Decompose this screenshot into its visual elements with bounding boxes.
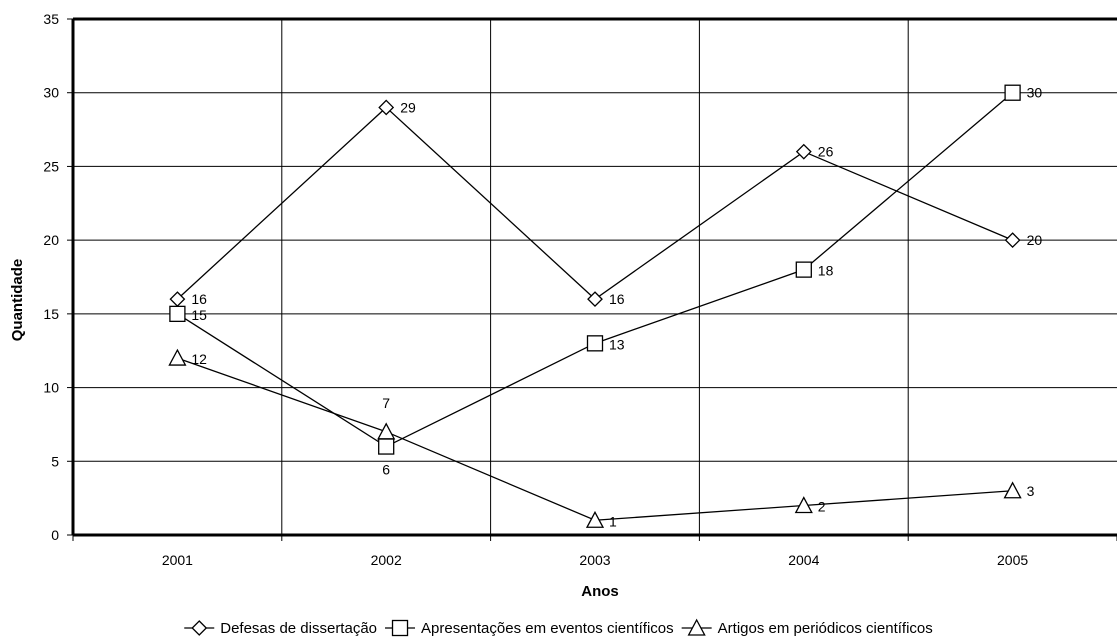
legend-label: Defesas de dissertação — [220, 620, 377, 637]
data-label: 16 — [609, 291, 625, 307]
data-point-s3 — [1003, 481, 1022, 499]
y-tick-label: 5 — [51, 453, 59, 469]
data-label: 15 — [191, 307, 207, 323]
legend-label: Artigos em periódicos científicos — [718, 620, 933, 637]
data-point-s3 — [794, 496, 813, 514]
data-label: 3 — [1027, 483, 1035, 499]
x-axis-title: Anos — [581, 583, 619, 600]
y-tick-label: 15 — [43, 306, 59, 322]
legend-marker-3 — [687, 618, 706, 636]
y-tick-label: 35 — [43, 11, 59, 27]
data-point-s3 — [168, 348, 187, 366]
x-tick-label: 2003 — [579, 552, 610, 568]
x-tick-label: 2004 — [788, 552, 819, 568]
legend-marker-1 — [191, 620, 208, 636]
data-point-s1 — [795, 143, 812, 160]
data-point-s1 — [1004, 232, 1021, 249]
x-tick-label: 2001 — [162, 552, 193, 568]
data-point-s2 — [795, 261, 812, 278]
y-tick-label: 30 — [43, 85, 59, 101]
data-label: 13 — [609, 336, 625, 352]
y-tick-label: 0 — [51, 527, 59, 543]
series-line-3 — [177, 357, 1013, 521]
y-tick-label: 10 — [43, 380, 59, 396]
series-lines — [168, 84, 1022, 528]
data-label: 12 — [191, 351, 207, 367]
x-tick-label: 2002 — [371, 552, 402, 568]
series-line-1 — [176, 106, 1013, 300]
data-label: 30 — [1027, 85, 1043, 101]
series-line-2 — [177, 92, 1014, 448]
axes — [67, 17, 1117, 541]
y-tick-labels: 0 5 10 15 20 25 30 35 — [43, 11, 59, 543]
data-label: 7 — [382, 395, 390, 411]
data-label: 2 — [818, 499, 826, 515]
legend-marker-2 — [391, 619, 409, 637]
data-label: 29 — [400, 99, 416, 115]
data-label: 16 — [191, 291, 207, 307]
y-tick-label: 20 — [43, 232, 59, 248]
data-label: 6 — [382, 462, 390, 478]
data-point-s3 — [585, 510, 605, 528]
data-point-s1 — [378, 99, 395, 116]
data-label: 18 — [818, 263, 834, 279]
grid-lines — [73, 18, 1117, 535]
legend: Defesas de dissertação Apresentações em e… — [184, 618, 933, 637]
data-point-s2 — [586, 335, 604, 352]
data-label: 1 — [609, 513, 617, 529]
legend-label: Apresentações em eventos científicos — [421, 620, 674, 637]
data-label: 26 — [818, 144, 834, 160]
x-tick-labels: 2001 2002 2003 2004 2005 — [162, 552, 1029, 568]
data-point-s1 — [587, 291, 603, 308]
data-label: 20 — [1027, 232, 1043, 248]
x-tick-label: 2005 — [997, 552, 1028, 568]
data-point-s2 — [378, 438, 395, 455]
y-tick-label: 25 — [43, 158, 59, 174]
data-point-s2 — [1004, 84, 1021, 101]
y-axis-title: Quantidade — [9, 259, 26, 342]
data-point-s3 — [377, 422, 396, 440]
data-point-s2 — [169, 305, 186, 323]
